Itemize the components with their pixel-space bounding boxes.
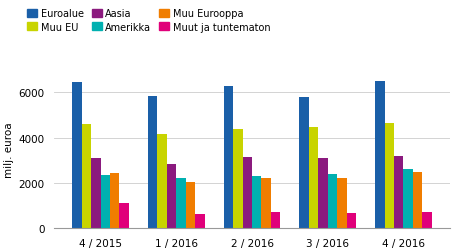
Bar (119, 203, 129, 228)
Bar (328, 175, 337, 228)
Bar (252, 176, 262, 228)
Bar (82, 124, 91, 228)
Bar (158, 135, 167, 228)
Bar (413, 173, 422, 228)
Bar (318, 159, 328, 228)
Bar (148, 97, 158, 228)
Bar (385, 123, 394, 228)
Bar (375, 82, 385, 228)
Bar (110, 173, 119, 228)
Bar (309, 128, 318, 228)
Bar (167, 164, 176, 228)
Bar (72, 83, 82, 228)
Bar (271, 212, 281, 228)
Bar (176, 179, 186, 228)
Bar (262, 178, 271, 228)
Bar (100, 175, 110, 228)
Bar (242, 157, 252, 228)
Y-axis label: milj. euroa: milj. euroa (4, 122, 14, 177)
Bar (195, 214, 205, 228)
Bar (186, 182, 195, 228)
Bar (347, 213, 356, 228)
Bar (394, 156, 404, 228)
Bar (337, 178, 347, 228)
Bar (404, 170, 413, 228)
Bar (224, 86, 233, 228)
Bar (422, 212, 432, 228)
Bar (91, 159, 100, 228)
Legend: Euroalue, Muu EU, Aasia, Amerikka, Muu Eurooppa, Muut ja tuntematon: Euroalue, Muu EU, Aasia, Amerikka, Muu E… (27, 9, 271, 33)
Bar (233, 129, 242, 228)
Bar (299, 98, 309, 228)
